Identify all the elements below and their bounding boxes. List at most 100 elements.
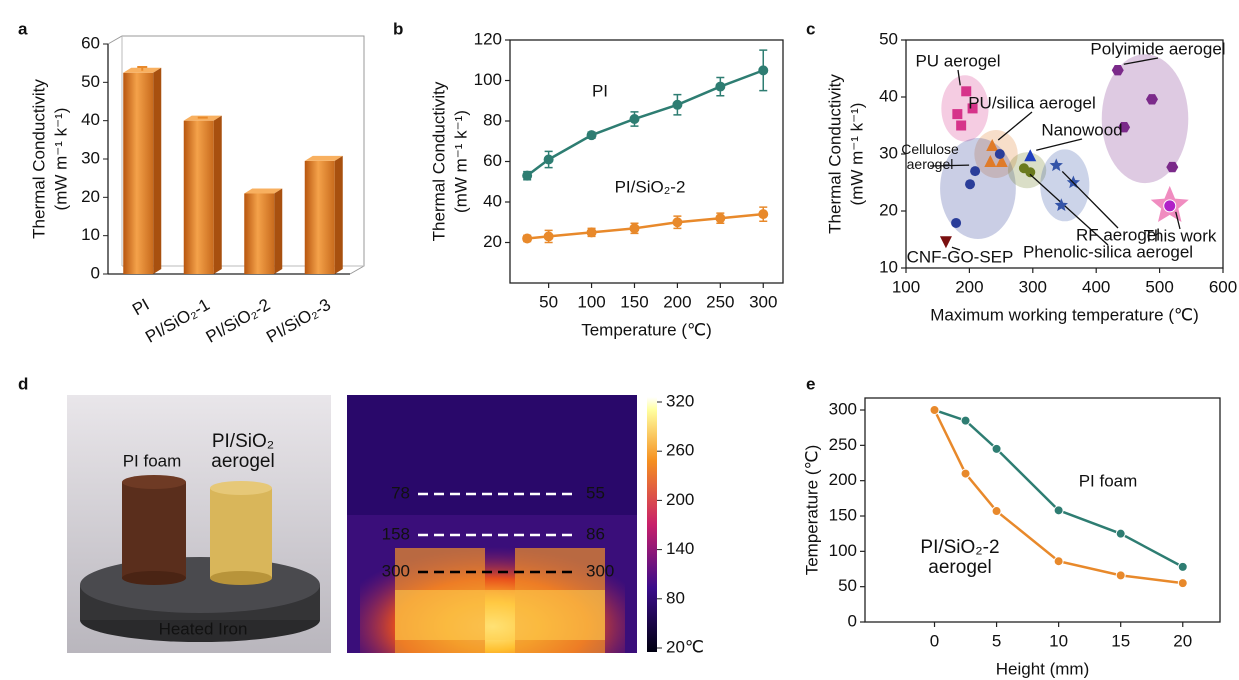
point-highlight	[1163, 199, 1177, 213]
photo-label: Heated Iron	[159, 619, 248, 638]
photo-label-box: PI/SiO₂ aerogel	[211, 432, 275, 472]
y-tick-label: 150	[829, 505, 857, 524]
series-label-box: PI/SiO₂-2 aerogel	[920, 538, 999, 577]
series-line	[526, 69, 764, 177]
point	[1053, 556, 1064, 567]
x-tick-label: 5	[992, 631, 1001, 650]
colorbar-tick-label: 320	[666, 391, 694, 410]
label-arrow	[957, 69, 961, 86]
point	[715, 213, 726, 224]
x-tick-label: 150	[620, 292, 648, 311]
point	[522, 233, 533, 244]
point	[1049, 158, 1063, 172]
group-ellipse	[940, 138, 1016, 239]
x-tick-label: 300	[749, 292, 777, 311]
y-axis-label: (mW m⁻¹ k⁻¹)	[51, 108, 70, 211]
x-axis-label: Temperature (℃)	[581, 320, 712, 339]
y-tick-label: 60	[81, 33, 100, 52]
x-tick-label: 200	[955, 277, 983, 296]
y-tick-label: 100	[474, 70, 502, 89]
label-arrow	[1175, 211, 1181, 230]
y-axis-label: Temperature (℃)	[802, 445, 821, 576]
error-bar	[197, 116, 208, 119]
x-tick-label: PI/SiO₂-2	[203, 295, 274, 347]
y-axis-label: Thermal Conductivity	[29, 79, 48, 239]
x-tick-label: 300	[1019, 277, 1047, 296]
bar	[183, 120, 214, 275]
series-label: Polyimide aerogel	[1090, 39, 1225, 58]
plot-frame	[905, 39, 1224, 269]
series-label: RF aerogel	[1076, 225, 1160, 244]
label-arrow	[1061, 170, 1119, 229]
point	[967, 103, 978, 114]
point	[1111, 65, 1124, 76]
point	[522, 170, 533, 181]
point	[994, 149, 1005, 159]
y-tick-label: 120	[474, 29, 502, 48]
series-label: PI foam	[1079, 471, 1138, 490]
y-tick-label: 50	[879, 29, 898, 48]
panel-letter: d	[18, 374, 28, 393]
error-bar	[137, 66, 148, 71]
y-tick-label: 80	[483, 110, 502, 129]
y-tick-label: 10	[81, 225, 100, 244]
y-tick-label: 40	[483, 191, 502, 210]
photo-label: PI foam	[123, 451, 182, 470]
bar-side	[153, 67, 162, 274]
series-label: PU aerogel	[915, 51, 1000, 70]
series-label: PI/SiO₂-2	[615, 177, 686, 196]
bar-side	[334, 155, 343, 274]
y-axis-label: (mW m⁻¹ k⁻¹)	[451, 110, 470, 213]
y-tick-label: 300	[829, 399, 857, 418]
point	[1145, 94, 1158, 105]
point	[995, 154, 1008, 167]
photo	[67, 395, 331, 653]
thermal-reading: 55	[586, 483, 605, 502]
y-tick-label: 20	[483, 232, 502, 251]
thermal-reading: 300	[382, 561, 410, 580]
thermal-reading: 158	[382, 524, 410, 543]
point	[956, 120, 967, 131]
x-tick-label: 50	[539, 292, 558, 311]
bar-top	[304, 155, 343, 161]
point	[1115, 528, 1126, 539]
x-tick-label: PI	[129, 295, 152, 319]
point	[960, 468, 971, 479]
point	[543, 231, 554, 242]
colorbar-tick-label: 20℃	[666, 637, 704, 656]
point	[1166, 161, 1179, 173]
plot-frame	[864, 397, 1221, 623]
point	[1118, 122, 1131, 133]
series-label: CNF-GO-SEP	[907, 247, 1014, 266]
point	[1115, 570, 1126, 581]
x-axis-label: Maximum working temperature (℃)	[930, 305, 1199, 324]
series-label: Cellulose aerogel	[901, 142, 959, 172]
photo-label: PI/SiO₂ aerogel	[211, 432, 275, 472]
bar-top	[244, 188, 283, 194]
y-tick-label: 100	[829, 541, 857, 560]
point	[939, 236, 952, 249]
bar	[304, 160, 335, 274]
point	[984, 154, 997, 167]
series-label: PI	[592, 81, 608, 100]
x-tick-label: 250	[706, 292, 734, 311]
y-tick-label: 10	[879, 257, 898, 276]
point	[586, 227, 597, 238]
y-tick-label: 20	[879, 200, 898, 219]
point	[1177, 578, 1188, 589]
x-tick-label: 500	[1145, 277, 1173, 296]
label-arrow	[929, 164, 970, 167]
series-line	[527, 212, 764, 240]
y-tick-label: 40	[81, 110, 100, 129]
x-tick-label: 20	[1173, 631, 1192, 650]
thermal-reading: 78	[391, 483, 410, 502]
panel-letter: a	[18, 19, 28, 38]
x-tick-label: 100	[892, 277, 920, 296]
point	[715, 81, 726, 92]
point	[951, 217, 962, 228]
y-tick-label: 30	[879, 143, 898, 162]
y-tick-label: 0	[848, 611, 857, 630]
point	[960, 415, 971, 426]
label-arrow	[1029, 173, 1109, 246]
y-tick-label: 200	[829, 470, 857, 489]
